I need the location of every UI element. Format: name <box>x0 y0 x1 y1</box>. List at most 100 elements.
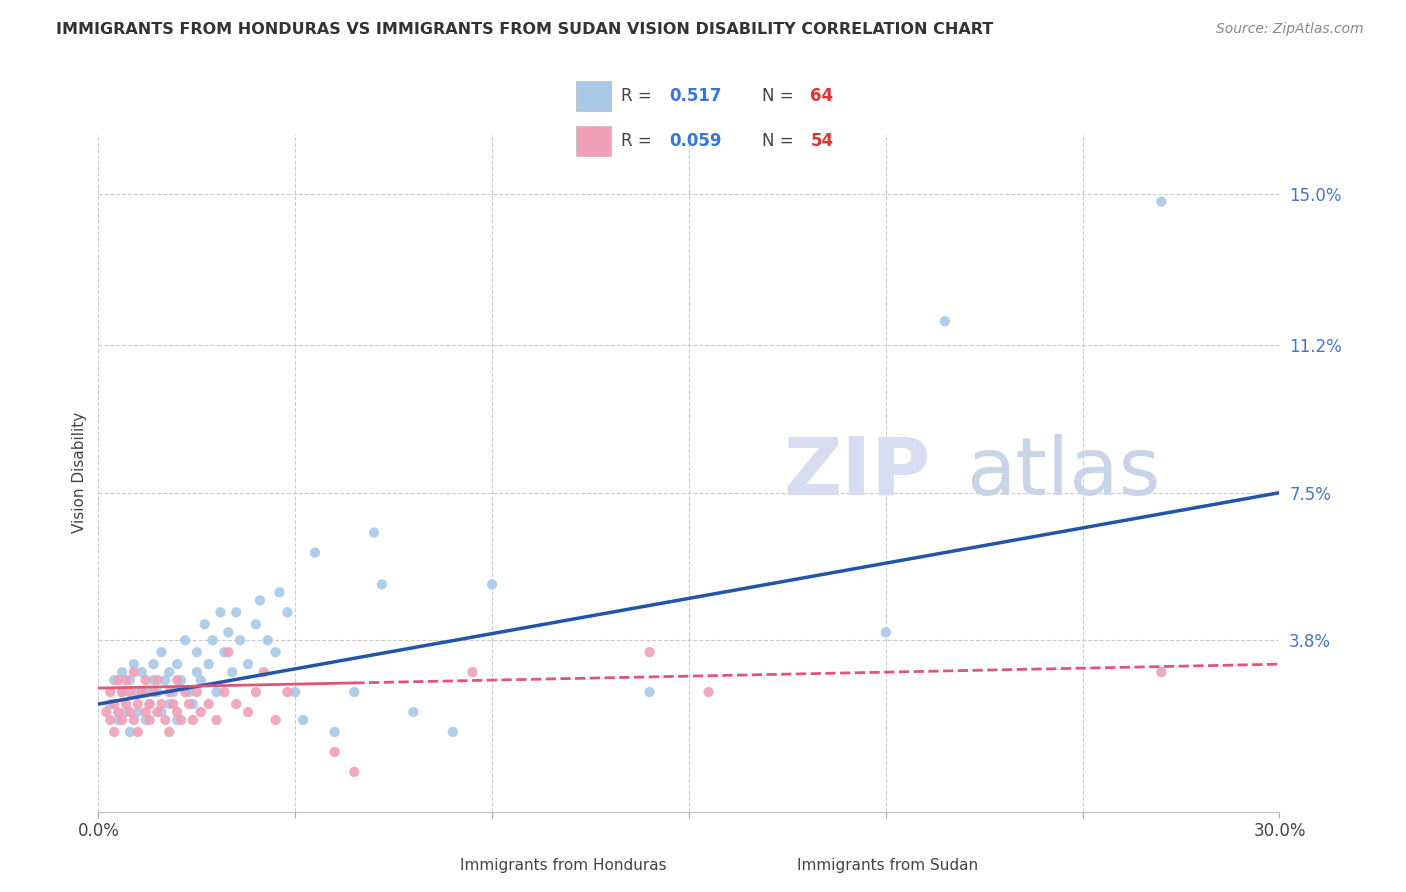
Point <box>118 725 141 739</box>
Point <box>111 685 134 699</box>
Point <box>1150 194 1173 209</box>
Point <box>138 697 160 711</box>
Text: Source: ZipAtlas.com: Source: ZipAtlas.com <box>1216 22 1364 37</box>
Point <box>186 665 208 680</box>
Point <box>162 685 184 699</box>
Point <box>107 673 129 687</box>
Point <box>205 713 228 727</box>
Point <box>127 685 149 699</box>
Point <box>875 625 897 640</box>
Point <box>146 705 169 719</box>
Point <box>96 705 118 719</box>
Point <box>181 713 204 727</box>
Point <box>170 673 193 687</box>
Point <box>249 593 271 607</box>
Point <box>343 764 366 779</box>
Point <box>225 605 247 619</box>
Point <box>461 665 484 680</box>
Point <box>214 685 236 699</box>
Point <box>138 697 160 711</box>
Point <box>323 725 346 739</box>
Point <box>236 705 259 719</box>
Bar <box>576 81 610 111</box>
Point <box>103 673 125 687</box>
Point <box>284 685 307 699</box>
Point <box>146 685 169 699</box>
Bar <box>576 126 610 156</box>
Text: R =: R = <box>621 87 657 104</box>
Point <box>177 697 200 711</box>
Y-axis label: Vision Disability: Vision Disability <box>72 412 87 533</box>
Point <box>135 685 157 699</box>
Point <box>363 525 385 540</box>
Point <box>115 697 138 711</box>
Point <box>98 713 121 727</box>
Text: N =: N = <box>762 87 799 104</box>
Point <box>638 645 661 659</box>
Point <box>127 725 149 739</box>
Point <box>98 697 121 711</box>
Point <box>122 665 145 680</box>
Point <box>157 697 180 711</box>
Point <box>245 617 267 632</box>
Point <box>115 705 138 719</box>
Point <box>98 685 121 699</box>
Point <box>697 685 720 699</box>
Point <box>118 673 141 687</box>
Point <box>343 685 366 699</box>
Point <box>229 633 252 648</box>
Point <box>115 673 138 687</box>
Point <box>155 713 177 727</box>
Point <box>118 705 141 719</box>
Point <box>157 665 180 680</box>
Point <box>292 713 315 727</box>
Text: 0.517: 0.517 <box>669 87 721 104</box>
Point <box>157 725 180 739</box>
Point <box>135 713 157 727</box>
Text: Immigrants from Honduras: Immigrants from Honduras <box>460 858 666 872</box>
Point <box>174 685 197 699</box>
Point <box>402 705 425 719</box>
Text: R =: R = <box>621 132 657 150</box>
Point <box>122 657 145 672</box>
Point <box>131 665 153 680</box>
Point <box>174 633 197 648</box>
Text: 54: 54 <box>810 132 834 150</box>
Point <box>166 657 188 672</box>
Point <box>217 645 239 659</box>
Point <box>201 633 224 648</box>
Text: IMMIGRANTS FROM HONDURAS VS IMMIGRANTS FROM SUDAN VISION DISABILITY CORRELATION : IMMIGRANTS FROM HONDURAS VS IMMIGRANTS F… <box>56 22 994 37</box>
Point <box>135 673 157 687</box>
Point <box>264 645 287 659</box>
Point <box>150 705 173 719</box>
Point <box>155 673 177 687</box>
Point <box>103 697 125 711</box>
Point <box>142 657 165 672</box>
Point <box>177 685 200 699</box>
Point <box>256 633 278 648</box>
Point <box>111 713 134 727</box>
Point <box>162 697 184 711</box>
Point <box>111 685 134 699</box>
Point <box>166 705 188 719</box>
Point <box>142 685 165 699</box>
Point <box>371 577 394 591</box>
Point <box>103 725 125 739</box>
Point <box>190 673 212 687</box>
Point <box>934 314 956 328</box>
Point <box>190 705 212 719</box>
Text: atlas: atlas <box>966 434 1161 512</box>
Point <box>236 657 259 672</box>
Point <box>186 685 208 699</box>
Point <box>276 605 298 619</box>
Point <box>170 713 193 727</box>
Point <box>269 585 291 599</box>
Point <box>197 657 219 672</box>
Point <box>127 697 149 711</box>
Point <box>135 705 157 719</box>
Point <box>107 713 129 727</box>
Point <box>323 745 346 759</box>
Point <box>304 545 326 559</box>
Point <box>253 665 276 680</box>
Point <box>638 685 661 699</box>
